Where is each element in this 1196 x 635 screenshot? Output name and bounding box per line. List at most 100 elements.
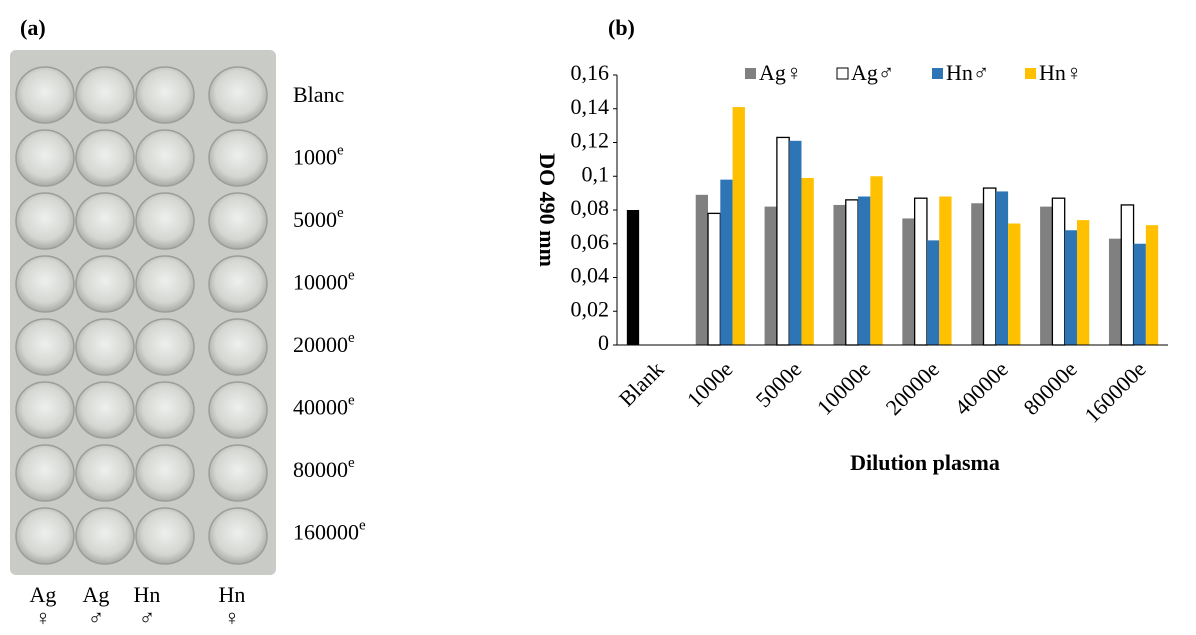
legend-label: Hn♀ [1039, 60, 1082, 85]
well [135, 507, 195, 565]
well [15, 192, 75, 250]
x-tick-label: 1000e [682, 356, 738, 412]
x-tick-label: Blank [614, 356, 669, 411]
well [75, 318, 135, 376]
legend-swatch [1025, 68, 1036, 79]
x-tick-label: 160000e [1079, 356, 1150, 427]
column-symbol: ♀ [35, 605, 52, 630]
row-label: 1000e [293, 143, 344, 170]
legend-label: Hn♂ [946, 60, 989, 85]
column-label: Hn [134, 582, 161, 607]
well [135, 318, 195, 376]
bar [1108, 238, 1122, 345]
row-label-text: 80000 [293, 457, 348, 482]
bar [626, 210, 640, 345]
column-symbol: ♀ [224, 605, 241, 630]
y-tick-label: 0,06 [571, 229, 610, 254]
legend-swatch [836, 67, 849, 80]
y-tick-label: 0,16 [571, 60, 610, 85]
row-label-sup: e [348, 330, 355, 346]
well [208, 507, 268, 565]
well [135, 66, 195, 124]
panel-label: (b) [608, 15, 635, 40]
y-tick-label: 0,14 [571, 94, 610, 119]
row-label-text: Blanc [293, 82, 345, 107]
row-label: 20000e [293, 330, 355, 357]
bar [1076, 220, 1090, 345]
legend-swatch [932, 68, 943, 79]
bar [858, 196, 871, 345]
x-tick-label: 10000e [812, 356, 875, 419]
well [75, 192, 135, 250]
x-tick-label: 40000e [949, 356, 1012, 419]
x-axis-title: Dilution plasma [850, 450, 1000, 475]
column-label: Ag [83, 582, 110, 607]
row-label-text: 40000 [293, 395, 348, 420]
row-label-sup: e [348, 455, 355, 471]
well [135, 381, 195, 439]
well [15, 507, 75, 565]
column-label: Ag [30, 582, 57, 607]
column-symbol: ♂ [139, 605, 156, 630]
bar [971, 203, 984, 345]
column-label: Hn [219, 582, 246, 607]
bar [801, 177, 814, 345]
well [75, 255, 135, 313]
bar [707, 212, 721, 346]
well [208, 318, 268, 376]
row-label: 10000e [293, 268, 355, 295]
row-label: 80000e [293, 455, 355, 482]
well [75, 66, 135, 124]
row-label-text: 1000 [293, 145, 337, 170]
row-label-text: 160000 [293, 520, 359, 545]
row-label-text: 5000 [293, 207, 337, 232]
bar [789, 140, 802, 345]
well [75, 129, 135, 187]
bar [695, 194, 709, 345]
well [208, 255, 268, 313]
row-label-sup: e [359, 518, 366, 534]
bar [995, 191, 1009, 345]
well [135, 444, 195, 502]
y-tick-label: 0 [598, 330, 609, 355]
row-label-sup: e [348, 393, 355, 409]
y-tick-label: 0,08 [571, 195, 610, 220]
well [208, 381, 268, 439]
well [135, 255, 195, 313]
well [75, 381, 135, 439]
row-label-text: 20000 [293, 332, 348, 357]
column-symbol: ♂ [88, 605, 105, 630]
row-label: 40000e [293, 393, 355, 420]
well [15, 66, 75, 124]
panel-label: (a) [20, 15, 46, 40]
well [75, 507, 135, 565]
well [75, 444, 135, 502]
y-tick-label: 0,1 [582, 161, 610, 186]
bar [720, 179, 733, 345]
row-label-sup: e [348, 268, 355, 284]
bar [776, 136, 790, 346]
bar [1145, 225, 1159, 345]
bar [1040, 206, 1053, 345]
y-tick-label: 0,02 [571, 296, 610, 321]
bar [870, 176, 883, 345]
y-tick-label: 0,04 [571, 263, 610, 288]
bar [902, 218, 915, 345]
bar [1064, 230, 1077, 345]
legend-label: Ag♀ [759, 60, 802, 85]
bar [833, 204, 846, 345]
x-tick-label: 20000e [881, 356, 944, 419]
y-tick-label: 0,12 [571, 128, 610, 153]
bar [939, 196, 952, 345]
bar [926, 240, 940, 345]
x-tick-label: 5000e [751, 356, 807, 412]
legend-label: Ag♂ [851, 60, 894, 85]
bar [913, 197, 928, 346]
row-label-text: 10000 [293, 270, 348, 295]
well [15, 381, 75, 439]
bar [1008, 223, 1021, 345]
well [15, 444, 75, 502]
well [208, 129, 268, 187]
row-label: 160000e [293, 518, 366, 545]
